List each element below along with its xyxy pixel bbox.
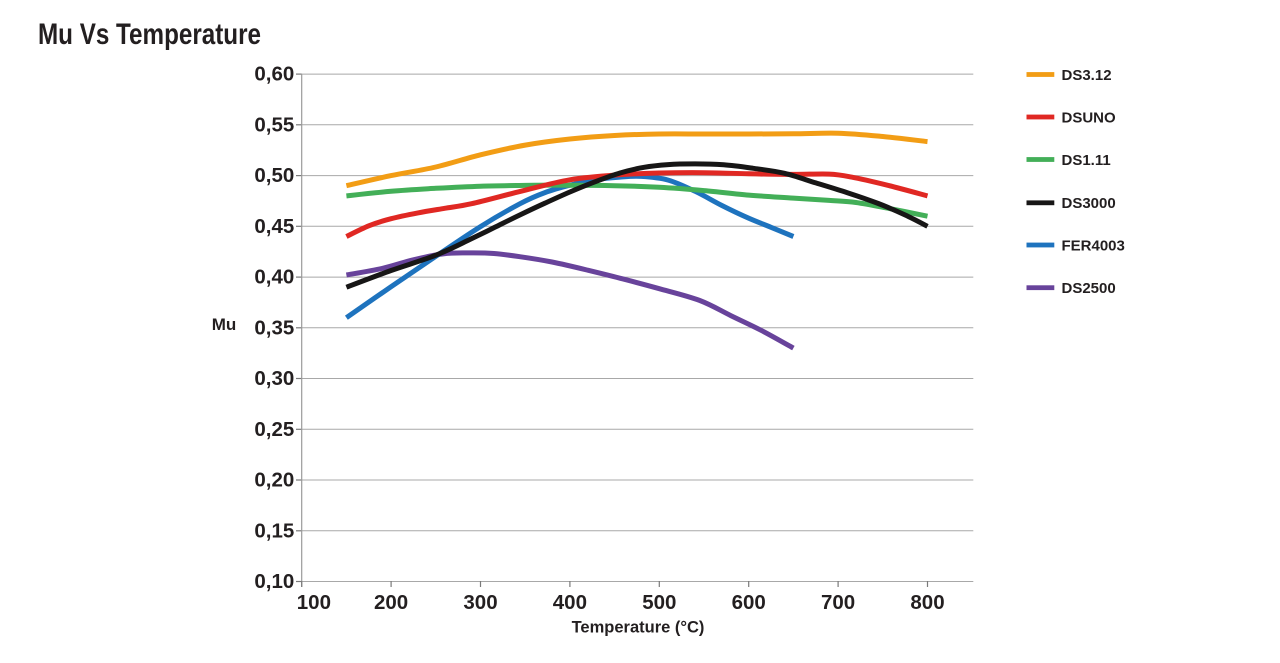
svg-text:0,20: 0,20	[254, 469, 294, 492]
svg-text:0,10: 0,10	[254, 570, 294, 593]
svg-text:DS1.11: DS1.11	[1062, 152, 1111, 169]
svg-text:0,60: 0,60	[254, 63, 294, 86]
svg-text:0,35: 0,35	[254, 316, 294, 339]
svg-text:Mu: Mu	[212, 315, 237, 334]
svg-text:DS3.12: DS3.12	[1062, 67, 1112, 84]
svg-text:200: 200	[374, 591, 408, 614]
svg-text:0,15: 0,15	[254, 519, 294, 542]
svg-text:0,45: 0,45	[254, 215, 294, 238]
svg-text:300: 300	[463, 591, 497, 614]
svg-text:800: 800	[910, 591, 944, 614]
svg-text:600: 600	[732, 591, 766, 614]
svg-text:DS3000: DS3000	[1062, 195, 1116, 212]
svg-text:0,30: 0,30	[254, 367, 294, 390]
svg-text:700: 700	[821, 591, 855, 614]
svg-text:DS2500: DS2500	[1062, 280, 1116, 297]
svg-text:FER4003: FER4003	[1062, 237, 1125, 254]
svg-text:0,50: 0,50	[254, 164, 294, 187]
svg-text:Temperature (°C): Temperature (°C)	[572, 619, 705, 637]
svg-text:400: 400	[553, 591, 587, 614]
svg-text:100: 100	[297, 591, 331, 614]
svg-text:Mu Vs Temperature: Mu Vs Temperature	[38, 18, 261, 51]
svg-text:500: 500	[642, 591, 676, 614]
svg-text:0,55: 0,55	[254, 113, 294, 136]
svg-text:DSUNO: DSUNO	[1062, 109, 1117, 126]
svg-text:0,40: 0,40	[254, 266, 294, 289]
svg-text:0,25: 0,25	[254, 418, 294, 441]
